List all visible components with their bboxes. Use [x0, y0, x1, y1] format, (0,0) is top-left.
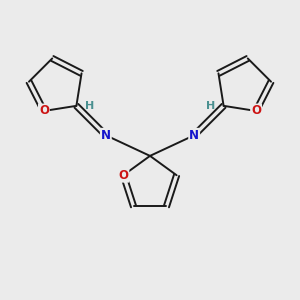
Text: H: H: [206, 101, 215, 111]
Text: O: O: [118, 169, 128, 182]
Text: H: H: [85, 101, 94, 111]
Text: N: N: [189, 129, 199, 142]
Text: N: N: [101, 129, 111, 142]
Text: O: O: [39, 104, 49, 118]
Text: O: O: [251, 104, 261, 118]
